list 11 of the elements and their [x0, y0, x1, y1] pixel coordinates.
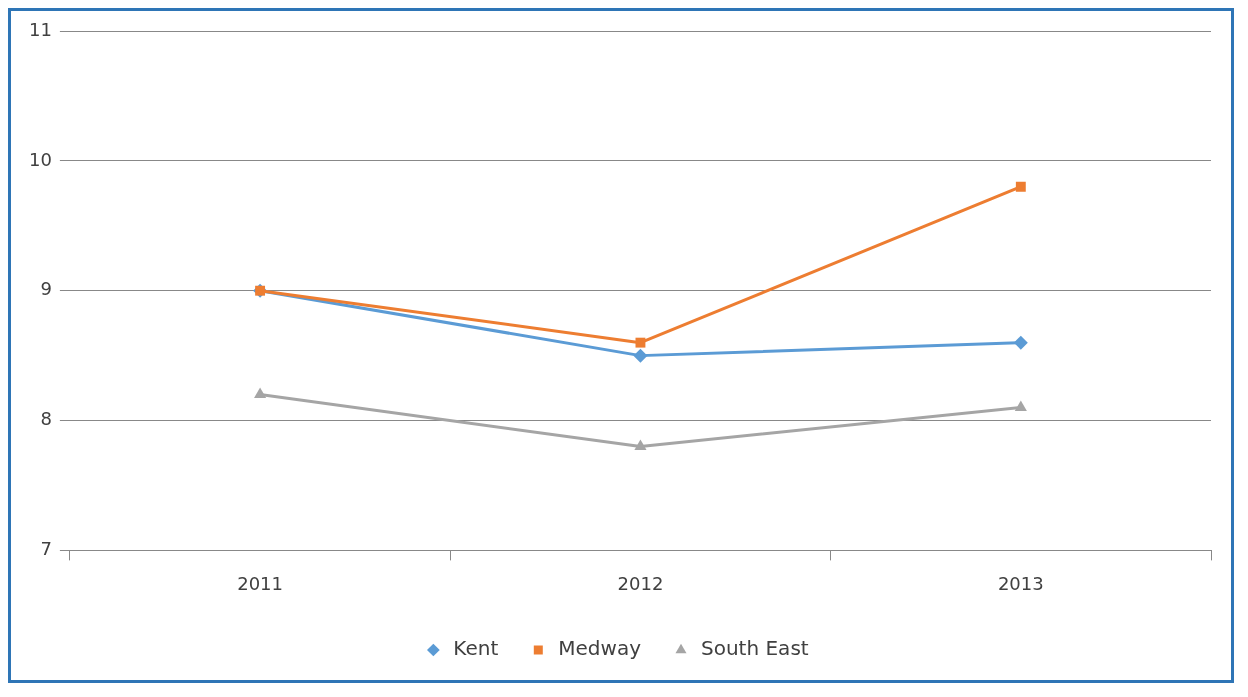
y-tick-label: 10: [29, 148, 52, 170]
legend-label: Medway: [558, 636, 642, 661]
y-tick-label: 8: [40, 408, 52, 430]
legend-label: South East: [701, 636, 809, 661]
legend-label: Kent: [453, 636, 499, 661]
y-tick-label: 11: [29, 18, 52, 40]
y-tick-label: 7: [40, 538, 52, 560]
x-tick-label: 2013: [997, 572, 1044, 594]
y-tick-label: 9: [40, 278, 52, 300]
x-tick-label: 2012: [617, 572, 664, 594]
x-tick-label: 2011: [237, 572, 283, 594]
